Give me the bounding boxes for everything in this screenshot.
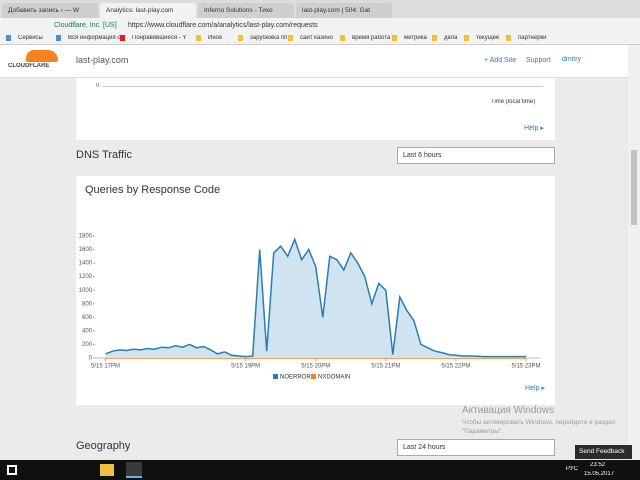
bookmark[interactable]: партнерки xyxy=(506,35,547,41)
scrollbar[interactable] xyxy=(628,45,640,460)
help-link[interactable]: Help ▸ xyxy=(524,125,544,132)
watermark-title: Активация Windows xyxy=(462,405,555,416)
bookmark[interactable]: Иное xyxy=(196,35,222,41)
x-tick-label: 5/15 21PM xyxy=(371,364,400,370)
x-tick-label: 5/15 20PM xyxy=(301,364,330,370)
bookmark[interactable]: Вся информация о xyxy=(56,35,121,41)
taskbar-icon[interactable] xyxy=(126,462,142,478)
y-tick-label: 400 xyxy=(82,328,93,334)
y-tick-label: 0 xyxy=(96,83,100,89)
x-axis-label: Time (local time) xyxy=(491,99,536,105)
tab[interactable]: Добавить запись ‹ — W xyxy=(2,3,98,18)
site-header: CLOUDFLARE last-play.com + Add Site Supp… xyxy=(0,45,628,78)
x-tick-label: 5/15 22PM xyxy=(441,364,470,370)
scroll-thumb[interactable] xyxy=(631,150,637,225)
feedback-button[interactable]: Send Feedback xyxy=(575,445,632,459)
section-title: DNS Traffic xyxy=(76,149,133,161)
legend-swatch xyxy=(311,374,316,379)
bookmark[interactable]: дела xyxy=(432,35,457,41)
tab-bar: Добавить запись ‹ — W Analytics: last-pla… xyxy=(0,0,640,18)
legend-swatch xyxy=(273,374,278,379)
y-tick-label: 0 xyxy=(89,356,93,362)
chart-card: Queries by Response Code 0 200 400 600 800 100… xyxy=(76,176,555,405)
address-bar: Cloudflare, Inc. [US] https://www.cloudf… xyxy=(0,18,640,34)
y-tick-label: 1600 xyxy=(79,247,93,253)
add-site[interactable]: + Add Site xyxy=(484,57,517,64)
geo-select[interactable]: Last 24 hours xyxy=(397,439,555,456)
range-select[interactable]: Last 6 hours xyxy=(397,147,555,164)
chart-title: Queries by Response Code xyxy=(85,184,220,196)
y-tick-label: 800 xyxy=(82,301,93,307)
clock-time[interactable]: 23:52 xyxy=(590,462,606,468)
geo-title: Geography xyxy=(76,440,131,452)
url[interactable]: https://www.cloudflare.com/a/analytics/l… xyxy=(128,22,318,29)
x-tick-label: 5/15 23PM xyxy=(511,364,540,370)
tab[interactable]: last-play.com | 504: Gat xyxy=(296,3,392,18)
x-tick-label: 5/15 17PM xyxy=(91,364,120,370)
logo: CLOUDFLARE xyxy=(8,63,50,69)
watermark-text: Чтобы активировать Windows, перейдите в … xyxy=(462,419,616,435)
tab[interactable]: Analytics: last-play.com xyxy=(100,3,196,18)
bookmark[interactable]: текущее xyxy=(464,35,499,41)
start-button[interactable] xyxy=(7,465,17,475)
y-tick-label: 200 xyxy=(82,342,93,348)
line xyxy=(105,237,526,358)
bookmark[interactable]: зарубежка пп xyxy=(238,35,287,41)
bookmarks-bar: Сервисы Вся информация о Понравившиеся - Y… xyxy=(0,34,640,45)
axis-line xyxy=(103,86,543,87)
bookmark[interactable]: метрика xyxy=(392,35,427,41)
y-tick-label: 1000 xyxy=(79,288,93,294)
x-tick-label: 5/15 19PM xyxy=(231,364,260,370)
user[interactable]: dmitry xyxy=(562,56,582,63)
area xyxy=(105,239,526,358)
taskbar: РУС 23:52 15.05.2017 xyxy=(0,460,640,480)
top-card: 0 Time (local time) Help ▸ xyxy=(76,78,555,140)
secure-label[interactable]: Cloudflare, Inc. [US] xyxy=(54,22,117,29)
tab[interactable]: Inferno Solutions - Тихо xyxy=(198,3,294,18)
y-tick-label: 1400 xyxy=(79,261,93,267)
language[interactable]: РУС xyxy=(566,466,579,472)
y-tick-label: 600 xyxy=(82,315,93,321)
y-tick-label: 1800 xyxy=(79,234,93,240)
help-link[interactable]: Help ▸ xyxy=(525,385,545,392)
bookmark[interactable]: Понравившиеся - Y xyxy=(120,35,186,41)
bookmark[interactable]: Сервисы xyxy=(6,35,43,41)
y-tick-label: 1200 xyxy=(79,274,93,280)
legend-label: NOERROR xyxy=(280,375,311,381)
support[interactable]: Support xyxy=(526,57,551,64)
logo-cloud xyxy=(26,50,58,62)
legend-label: NXDOMAIN xyxy=(318,375,350,381)
bookmark[interactable]: время работа xyxy=(340,35,390,41)
clock-date[interactable]: 15.05.2017 xyxy=(584,471,615,477)
bookmark[interactable]: сайт казино xyxy=(288,35,333,41)
taskbar-icon[interactable] xyxy=(100,464,114,476)
site-name[interactable]: last-play.com xyxy=(76,55,129,65)
